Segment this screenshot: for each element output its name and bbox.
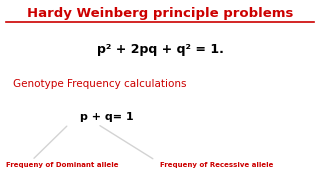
Text: p² + 2pq + q² = 1.: p² + 2pq + q² = 1. [97,43,223,56]
Text: p + q= 1: p + q= 1 [80,112,134,122]
Text: Genotype Frequency calculations: Genotype Frequency calculations [13,79,186,89]
Text: Frequeny of Dominant allele: Frequeny of Dominant allele [6,162,119,168]
Text: Hardy Weinberg principle problems: Hardy Weinberg principle problems [27,7,293,20]
Text: Frequeny of Recessive allele: Frequeny of Recessive allele [160,162,273,168]
